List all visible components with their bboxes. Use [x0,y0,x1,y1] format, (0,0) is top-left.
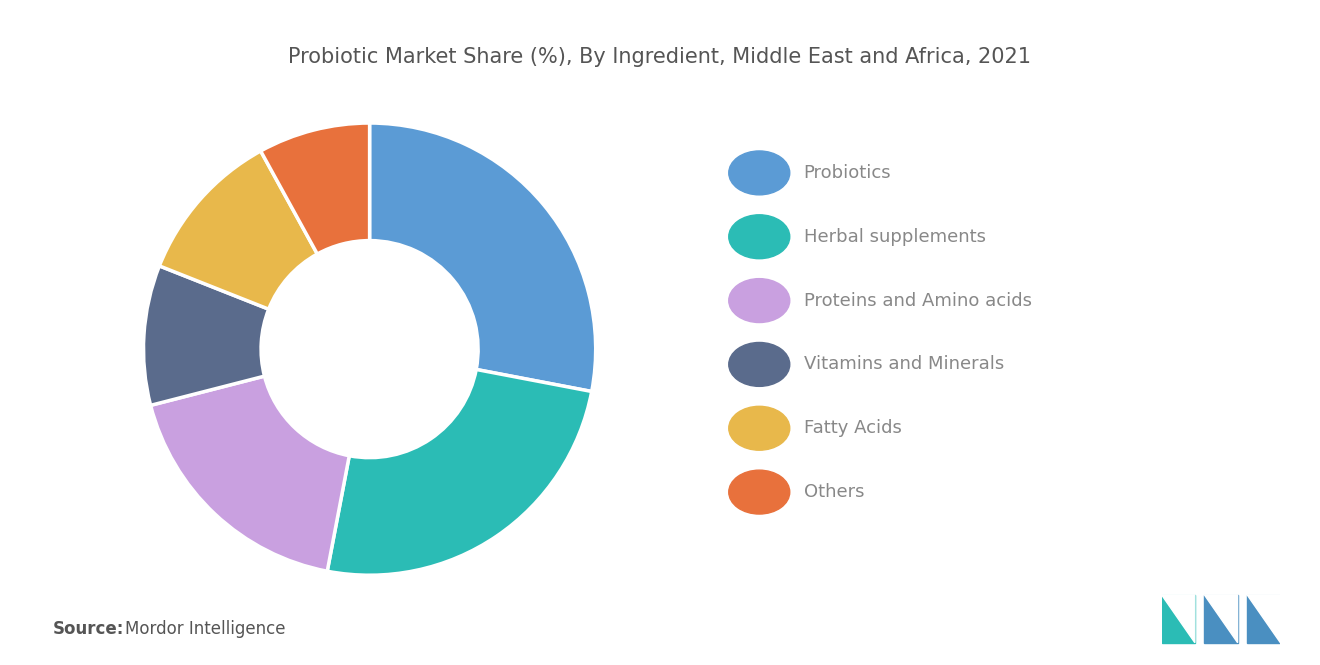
Text: Fatty Acids: Fatty Acids [804,419,902,438]
Text: Source:: Source: [53,620,124,638]
Circle shape [729,279,789,323]
Circle shape [729,151,789,195]
Circle shape [729,342,789,386]
Wedge shape [160,151,317,309]
Wedge shape [370,123,595,392]
Text: Others: Others [804,483,865,501]
Wedge shape [150,376,350,571]
Wedge shape [144,266,269,406]
Circle shape [729,470,789,514]
Text: Vitamins and Minerals: Vitamins and Minerals [804,355,1005,374]
Circle shape [729,215,789,259]
Text: Mordor Intelligence: Mordor Intelligence [125,620,286,638]
Polygon shape [1162,595,1195,642]
Polygon shape [1162,595,1195,642]
Text: Proteins and Amino acids: Proteins and Amino acids [804,291,1032,310]
Text: Probiotic Market Share (%), By Ingredient, Middle East and Africa, 2021: Probiotic Market Share (%), By Ingredien… [289,47,1031,66]
Wedge shape [260,123,370,254]
Polygon shape [1247,595,1280,642]
Polygon shape [1204,595,1238,642]
Polygon shape [1204,595,1238,642]
Polygon shape [1247,595,1280,642]
Wedge shape [327,370,591,575]
Text: Probiotics: Probiotics [804,164,891,182]
Text: Herbal supplements: Herbal supplements [804,227,986,246]
Circle shape [729,406,789,450]
